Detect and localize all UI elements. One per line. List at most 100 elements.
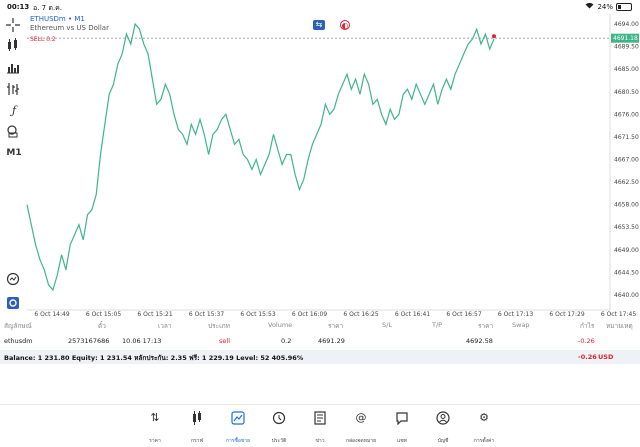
header-comment: หมายเหตุ — [606, 322, 633, 330]
header-swap: Swap — [512, 321, 530, 329]
chart-description: Ethereum vs US Dollar — [30, 24, 109, 32]
tab-mailbox[interactable]: @ กล่องจดหมาย — [341, 405, 381, 447]
time-axis-label: 6 Oct 17:13 — [498, 311, 533, 318]
positions-header: สัญลักษณ์ ตั๋ว เวลา ประเภท Volume ราคา S… — [0, 318, 640, 332]
row-time: 10.06 17:13 — [122, 337, 162, 345]
price-axis-label: 4667.00 — [614, 157, 639, 164]
search-icon[interactable] — [6, 272, 22, 286]
row-ticket: 2573167686 — [68, 337, 110, 345]
row-current-price: 4692.58 — [466, 337, 493, 345]
time-axis-label: 6 Oct 14:49 — [34, 311, 69, 318]
arrows-icon: ⇅ — [150, 411, 160, 424]
one-click-trade-icon[interactable]: ⇆ — [313, 20, 325, 30]
history-icon — [272, 411, 286, 425]
objects-icon[interactable] — [6, 124, 22, 138]
chart-title: ETHUSDm • M1 Ethereum vs US Dollar — [30, 15, 109, 33]
price-axis-label: 4653.50 — [614, 224, 639, 231]
tab-quotes[interactable]: ⇅ ราคา — [135, 405, 175, 447]
sell-position-label: SELL 0.2 — [30, 36, 56, 43]
volume-icon[interactable] — [6, 60, 22, 74]
status-right: 24% — [585, 2, 632, 11]
price-axis-label: 4649.00 — [614, 247, 639, 254]
time-axis-label: 6 Oct 15:05 — [86, 311, 121, 318]
header-time: เวลา — [158, 322, 172, 330]
time-axis-label: 6 Oct 16:25 — [343, 311, 378, 318]
share-icon[interactable] — [6, 296, 22, 310]
price-chart[interactable]: 4694.00 4689.50 4685.00 4680.50 4676.00 4671.… — [0, 0, 640, 318]
time-axis-label: 6 Oct 16:57 — [446, 311, 481, 318]
time-axis-label: 6 Oct 16:09 — [292, 311, 327, 318]
header-type: ประเภท — [208, 322, 230, 330]
crosshair-icon[interactable] — [6, 18, 22, 32]
mail-icon: @ — [355, 411, 367, 424]
price-axis-label: 4644.50 — [614, 269, 639, 276]
time-axis-label: 6 Oct 15:53 — [240, 311, 275, 318]
tab-chart[interactable]: กราฟ — [177, 405, 217, 447]
tab-chat[interactable]: แชท — [382, 405, 422, 447]
account-icon — [436, 411, 450, 425]
tab-label: ประวัติ — [271, 438, 287, 444]
current-price-text: 4691.18 — [613, 35, 638, 42]
price-axis-label: 4662.50 — [614, 179, 639, 186]
balance-bar: Balance: 1 231.80 Equity: 1 231.54 หลักป… — [0, 350, 640, 364]
price-series-line — [26, 22, 495, 292]
header-ticket: ตั๋ว — [98, 322, 106, 330]
trade-icon — [231, 411, 245, 425]
tab-label: กล่องจดหมาย — [345, 438, 377, 444]
status-date: อ. 7 ต.ค. — [33, 4, 63, 12]
price-axis-label: 4671.50 — [614, 134, 639, 141]
row-symbol: ethusdm — [4, 337, 33, 345]
time-axis-label: 6 Oct 15:37 — [189, 311, 224, 318]
price-axis-label: 4685.00 — [614, 66, 639, 73]
chart-symbol[interactable]: ETHUSDm • M1 — [30, 15, 85, 23]
header-current-price: ราคา — [478, 322, 494, 330]
news-icon — [313, 411, 327, 425]
currency-label: USD — [598, 353, 614, 361]
tab-trade[interactable]: การซื้อขาย — [218, 405, 258, 447]
time-axis-label: 6 Oct 16:41 — [395, 311, 430, 318]
row-profit: -0.26 — [578, 337, 595, 345]
settings-icon: ⚙ — [479, 411, 489, 424]
status-time: 00:13 — [7, 3, 30, 11]
header-symbol: สัญลักษณ์ — [4, 322, 32, 330]
tab-label: บัญชี — [437, 438, 449, 444]
battery-icon — [616, 2, 632, 11]
sell-marker — [492, 34, 496, 39]
price-axis-label: 4640.00 — [614, 292, 639, 299]
tab-settings[interactable]: ⚙ การตั้งค่า — [464, 405, 504, 447]
timeframe-m1[interactable]: M1 — [6, 148, 22, 158]
candles-icon[interactable] — [6, 38, 22, 52]
wifi-icon — [585, 2, 594, 11]
sell-buy-toggle-icon[interactable]: ◐ — [340, 20, 350, 30]
tab-account[interactable]: บัญชี — [423, 405, 463, 447]
tab-label: การซื้อขาย — [225, 438, 251, 444]
function-icon[interactable]: ƒ — [11, 104, 17, 117]
price-axis-label: 4694.00 — [614, 21, 639, 28]
tab-history[interactable]: ประวัติ — [259, 405, 299, 447]
header-profit: กำไร — [580, 322, 595, 330]
header-volume: Volume — [268, 321, 293, 329]
chart-icon — [190, 411, 204, 425]
chart-toolbar: ƒ M1 — [0, 14, 27, 310]
header-tp: T/P — [432, 321, 443, 329]
tab-label: กราฟ — [190, 438, 204, 444]
table-row[interactable]: ethusdm 2573167686 10.06 17:13 sell 0.2 … — [0, 334, 640, 348]
row-type: sell — [219, 337, 230, 345]
price-axis-label: 4676.00 — [614, 111, 639, 118]
current-price-box — [611, 33, 639, 43]
bars-icon[interactable] — [6, 82, 22, 96]
battery-percent: 24% — [597, 2, 613, 11]
chat-icon — [395, 411, 409, 426]
status-bar: 00:13 อ. 7 ต.ค. 24% — [0, 0, 640, 14]
tab-label: ข่าว — [315, 438, 325, 444]
total-profit: -0.26 — [578, 353, 597, 361]
tab-label: การตั้งค่า — [473, 438, 495, 444]
header-price: ราคา — [328, 322, 344, 330]
time-axis-label: 6 Oct 17:45 — [601, 311, 636, 318]
row-volume: 0.2 — [281, 337, 292, 345]
time-axis-label: 6 Oct 15:21 — [137, 311, 172, 318]
price-axis-label: 4689.50 — [614, 44, 639, 51]
row-price: 4691.29 — [318, 337, 345, 345]
header-sl: S/L — [382, 321, 392, 329]
tab-news[interactable]: ข่าว — [300, 405, 340, 447]
